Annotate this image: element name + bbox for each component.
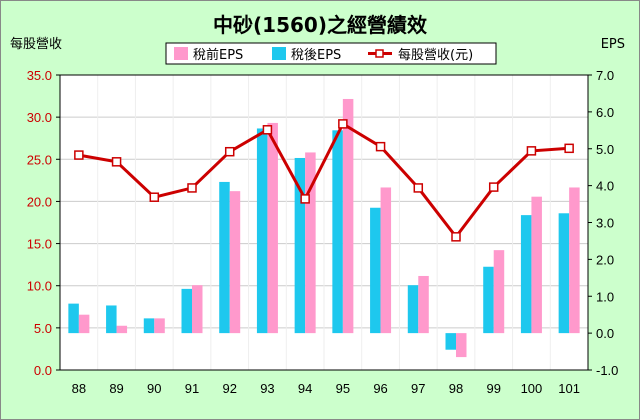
bar-after-tax-eps-95 — [332, 130, 343, 334]
chart-title: 中砂(1560)之經營績效 — [213, 13, 427, 37]
right-tick-label: 7.0 — [596, 68, 614, 83]
right-tick-label: 3.0 — [596, 216, 614, 231]
legend-label-pre-tax-eps: 稅前EPS — [193, 47, 243, 63]
legend-swatch-pre-tax-eps — [174, 47, 188, 60]
point-revenue-per-share-101 — [564, 143, 574, 154]
left-tick-label: 25.0 — [27, 152, 52, 167]
x-tick-label: 91 — [185, 381, 199, 396]
bar-pre-tax-eps-93 — [267, 122, 278, 334]
point-revenue-per-share-100 — [526, 146, 537, 156]
bar-after-tax-eps-98 — [445, 333, 456, 350]
x-tick-label: 92 — [222, 381, 236, 396]
y-axis-right-label: EPS — [601, 37, 625, 52]
bar-after-tax-eps-91 — [181, 288, 192, 334]
right-tick-label: -1.0 — [596, 363, 618, 378]
point-revenue-per-share-92 — [224, 146, 235, 157]
left-tick-label: 35.0 — [27, 68, 52, 83]
legend-box — [165, 42, 497, 65]
right-tick-label: 4.0 — [596, 179, 614, 194]
x-tick-label: 95 — [336, 381, 350, 396]
point-revenue-per-share-90 — [149, 192, 160, 202]
left-tick-label: 20.0 — [27, 194, 52, 209]
bar-pre-tax-eps-90 — [154, 318, 165, 334]
bar-pre-tax-eps-95 — [342, 98, 354, 334]
legend-label-after-tax-eps: 稅後EPS — [291, 48, 341, 63]
point-revenue-per-share-95 — [338, 119, 348, 129]
bar-after-tax-eps-93 — [256, 128, 268, 334]
point-revenue-per-share-99 — [488, 182, 499, 192]
series-line-revenue-per-share — [78, 121, 570, 240]
bar-pre-tax-eps-100 — [531, 196, 542, 334]
point-revenue-per-share-98 — [451, 232, 461, 242]
x-tick-label: 99 — [486, 381, 500, 396]
x-tick-label: 93 — [260, 381, 274, 396]
bar-pre-tax-eps-89 — [116, 325, 128, 334]
point-revenue-per-share-91 — [187, 183, 197, 193]
left-tick-label: 15.0 — [27, 237, 52, 252]
bar-after-tax-eps-92 — [219, 181, 230, 334]
left-tick-label: 0.0 — [34, 363, 52, 378]
point-revenue-per-share-93 — [262, 125, 273, 135]
bar-after-tax-eps-101 — [558, 213, 570, 334]
right-tick-label: 5.0 — [596, 142, 614, 157]
x-tick-label: 100 — [521, 381, 543, 396]
bar-after-tax-eps-90 — [143, 318, 155, 334]
bar-after-tax-eps-94 — [294, 157, 306, 334]
right-tick-label: 1.0 — [596, 289, 614, 304]
legend-swatch-after-tax-eps — [272, 47, 286, 60]
point-revenue-per-share-96 — [375, 141, 386, 152]
bar-pre-tax-eps-97 — [418, 275, 429, 334]
point-revenue-per-share-88 — [74, 150, 84, 160]
x-tick-label: 96 — [373, 381, 387, 396]
bar-pre-tax-eps-96 — [380, 187, 392, 334]
x-tick-label: 89 — [109, 381, 123, 396]
point-revenue-per-share-94 — [300, 194, 310, 204]
bar-after-tax-eps-89 — [106, 305, 117, 334]
bar-pre-tax-eps-88 — [78, 314, 90, 334]
bar-after-tax-eps-96 — [370, 207, 381, 334]
bar-pre-tax-eps-91 — [192, 285, 203, 334]
x-tick-label: 97 — [411, 381, 425, 396]
bar-pre-tax-eps-98 — [456, 333, 467, 358]
left-tick-label: 30.0 — [27, 110, 52, 125]
x-tick-label: 98 — [449, 381, 463, 396]
point-revenue-per-share-89 — [111, 157, 122, 167]
left-tick-label: 10.0 — [27, 279, 52, 294]
y-axis-left-label: 每股營收 — [10, 36, 62, 52]
legend: 稅前EPS 稅後EPS 每股營收(元) — [165, 42, 497, 65]
x-tick-label: 94 — [298, 381, 312, 396]
x-tick-label: 88 — [72, 381, 86, 396]
bar-after-tax-eps-99 — [483, 266, 494, 334]
bar-after-tax-eps-100 — [520, 215, 532, 334]
bar-pre-tax-eps-92 — [229, 191, 241, 334]
bar-after-tax-eps-88 — [68, 303, 79, 334]
bar-after-tax-eps-97 — [407, 285, 419, 334]
legend-label-revenue-per-share: 每股營收(元) — [398, 47, 473, 63]
x-tick-label: 101 — [558, 381, 580, 396]
bar-pre-tax-eps-99 — [493, 250, 505, 334]
x-tick-label: 90 — [147, 381, 161, 396]
legend-marker-revenue-per-share — [375, 49, 384, 58]
right-tick-label: 2.0 — [596, 252, 614, 267]
right-tick-label: 6.0 — [596, 105, 614, 120]
left-tick-label: 5.0 — [34, 321, 52, 336]
point-revenue-per-share-97 — [413, 183, 424, 193]
right-tick-label: 0.0 — [596, 326, 614, 341]
bar-pre-tax-eps-94 — [305, 152, 316, 334]
bar-pre-tax-eps-101 — [569, 187, 580, 334]
